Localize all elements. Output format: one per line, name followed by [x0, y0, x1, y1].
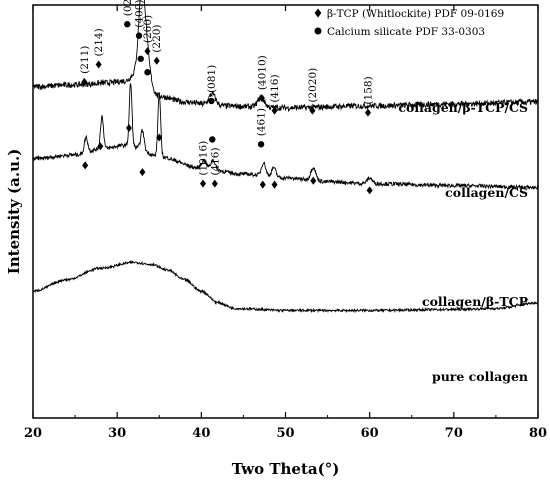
x-axis-title: Two Theta(°)	[232, 460, 340, 478]
peak-label: (1016)	[198, 141, 210, 176]
y-axis-title: Intensity (a.u.)	[5, 149, 23, 275]
peak-label: (416)	[269, 74, 281, 102]
series-label-collagen-tcp-cs: collagen/β-TCP/CS	[398, 100, 528, 115]
peak-label: (220)	[151, 24, 163, 52]
x-tick-label-80: 80	[529, 426, 547, 441]
peak-marker-diamond	[309, 106, 316, 115]
peak-marker-diamond	[211, 179, 218, 188]
peak-marker-diamond	[366, 186, 373, 195]
peak-marker-diamond	[364, 108, 371, 117]
peak-marker-diamond	[156, 133, 163, 142]
x-tick-label-20: 20	[24, 426, 42, 441]
peak-label: (2020)	[307, 68, 319, 103]
peak-label: (081)	[206, 65, 218, 93]
peak-marker-diamond	[200, 179, 207, 188]
peak-label: (461)	[256, 108, 268, 136]
x-tick-label-40: 40	[192, 426, 210, 441]
peak-marker-circle	[144, 69, 151, 76]
legend-circle-icon	[314, 27, 322, 35]
x-axis: 20 30 40 50 60 70 80	[24, 5, 547, 441]
series-label-pure-collagen: pure collagen	[432, 369, 528, 384]
series-label-collagen-tcp: collagen/β-TCP	[422, 294, 529, 309]
peak-marker-circle	[124, 21, 131, 28]
peak-label: (416)	[209, 147, 221, 175]
peak-marker-diamond	[258, 94, 265, 103]
legend: β-TCP (Whitlockite) PDF 09-0169 Calcium s…	[314, 8, 504, 38]
peak-marker-diamond	[125, 123, 132, 132]
peak-marker-circle	[137, 55, 144, 62]
series-line-pure-collagen	[32, 259, 539, 314]
peak-marker-diamond	[95, 60, 102, 69]
legend-entry-label: Calcium silicate PDF 33-0303	[327, 26, 485, 38]
legend-entry-label: β-TCP (Whitlockite) PDF 09-0169	[327, 8, 504, 20]
x-tick-label-70: 70	[445, 426, 463, 441]
peak-marker-diamond	[144, 47, 151, 56]
peak-marker-diamond	[139, 168, 146, 177]
peak-marker-diamond	[81, 77, 88, 86]
peak-marker-circle	[135, 32, 143, 39]
peak-marker-circle	[209, 136, 216, 143]
peak-label: (400)	[134, 0, 146, 28]
peak-marker-diamond	[271, 180, 278, 189]
legend-diamond-icon	[314, 8, 322, 18]
peak-marker-diamond	[153, 56, 160, 65]
peak-marker-diamond	[259, 180, 266, 189]
series-line-collagen-cs	[32, 0, 539, 113]
peak-marker-diamond	[271, 106, 278, 115]
peak-label: (158)	[362, 76, 374, 104]
peak-marker-diamond	[310, 176, 317, 185]
x-tick-label-50: 50	[276, 426, 294, 441]
series-labels: collagen/β-TCP/CS collagen/CS collagen/β-T…	[398, 100, 528, 384]
peak-marker-circle	[208, 97, 215, 105]
peak-label: (4010)	[256, 55, 268, 90]
peak-marker-diamond	[82, 161, 89, 170]
series-label-collagen-cs: collagen/CS	[445, 185, 528, 200]
plot-frame	[32, 4, 539, 419]
series-layer	[32, 0, 539, 314]
peak-label: (214)	[93, 28, 105, 56]
x-tick-label-60: 60	[361, 426, 379, 441]
series-line-collagen-tcp	[32, 82, 539, 191]
peak-label: (0210)	[122, 0, 134, 16]
peak-marker-diamond	[97, 142, 104, 151]
peak-label: (260)	[142, 15, 154, 43]
peak-annotations: (211)(214) (0210)(400)(260)(220) (081) (401…	[79, 0, 374, 195]
x-tick-label-30: 30	[108, 426, 126, 441]
peak-marker-circle	[257, 141, 265, 148]
peak-label: (211)	[79, 46, 91, 74]
